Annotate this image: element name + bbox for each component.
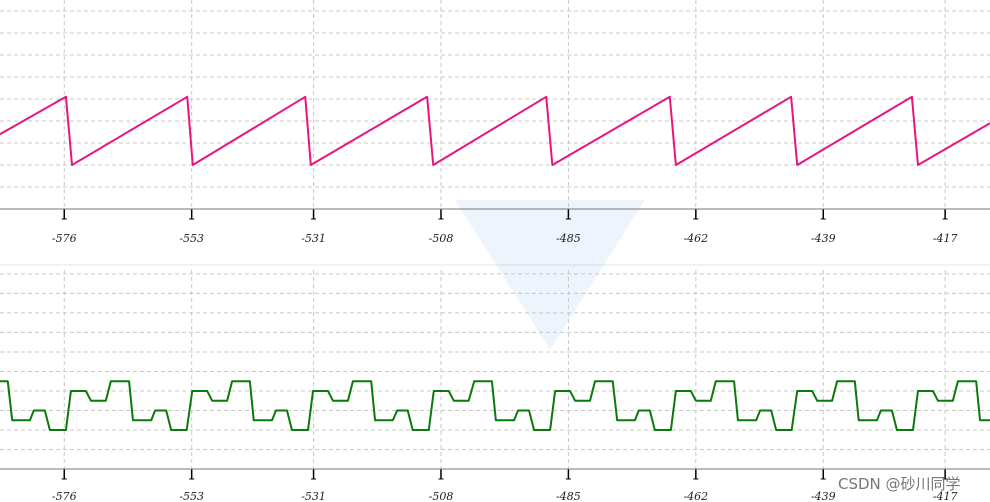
x-tick-label: -531 <box>301 490 326 502</box>
x-tick-label: -576 <box>52 232 77 245</box>
x-tick-label: -485 <box>556 490 581 502</box>
watermark: CSDN @砂川同学 <box>838 475 961 493</box>
waveform <box>0 380 990 431</box>
x-tick-label: -462 <box>683 232 708 245</box>
x-tick-label: -553 <box>179 232 204 245</box>
x-tick-label: -553 <box>179 490 204 502</box>
x-tick-label: -417 <box>933 490 958 502</box>
x-tick-label: -439 <box>811 490 836 502</box>
x-tick-label: -508 <box>429 232 454 245</box>
waveform <box>0 95 990 166</box>
logo-watermark <box>455 200 645 350</box>
x-tick-label: -485 <box>556 232 581 245</box>
x-tick-label: -439 <box>811 232 836 245</box>
x-tick-label: -576 <box>52 490 77 502</box>
x-tick-label: -531 <box>301 232 326 245</box>
x-tick-label: -508 <box>429 490 454 502</box>
x-tick-label: -462 <box>683 490 708 502</box>
x-tick-label: -417 <box>933 232 958 245</box>
